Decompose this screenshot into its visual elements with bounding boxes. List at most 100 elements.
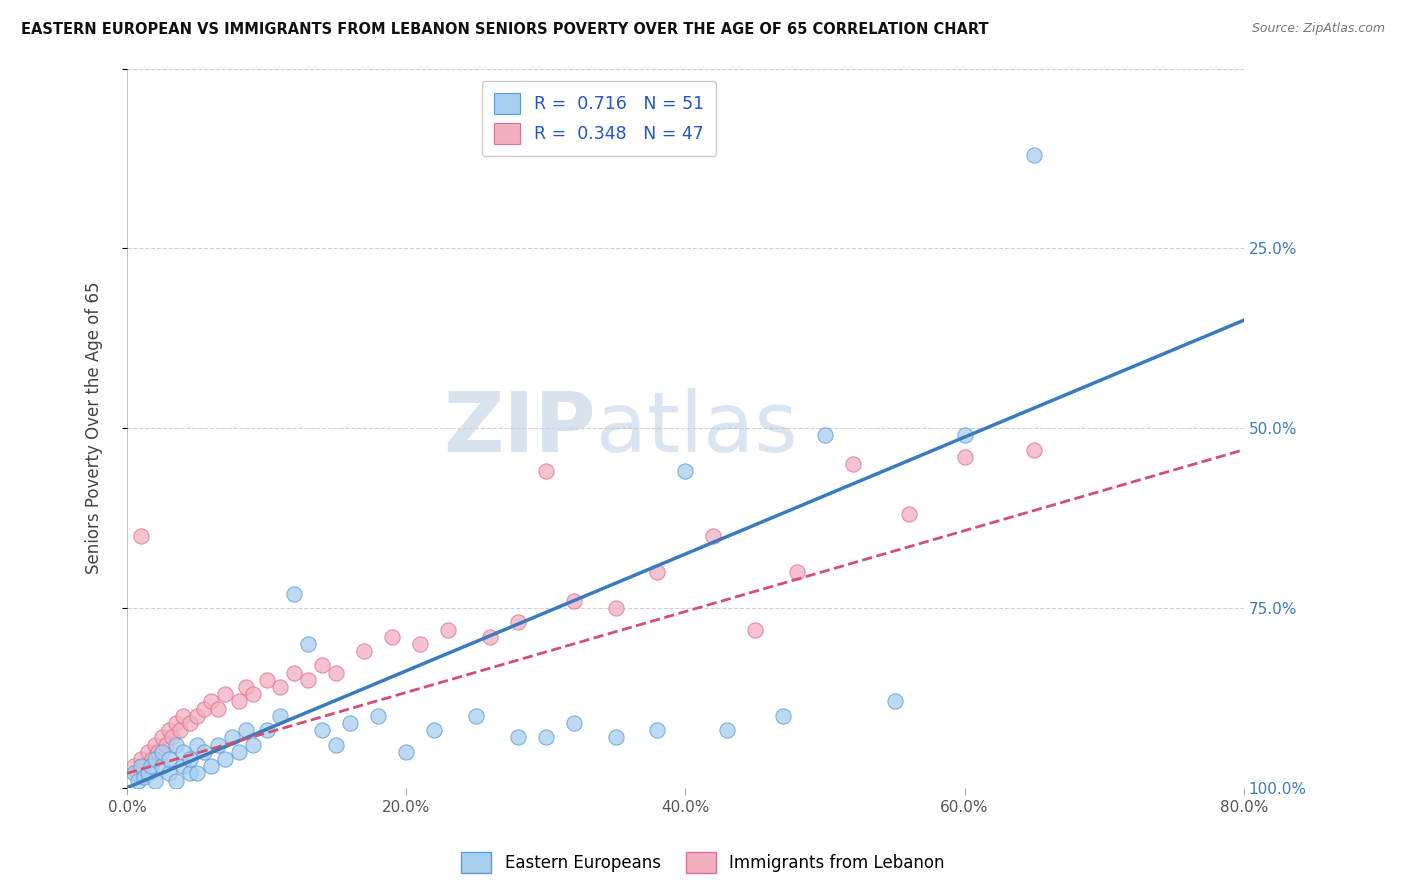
Point xyxy=(409,637,432,651)
Point xyxy=(744,623,766,637)
Point xyxy=(605,601,627,615)
Point xyxy=(172,709,194,723)
Point xyxy=(122,766,145,780)
Point xyxy=(141,752,163,766)
Text: EASTERN EUROPEAN VS IMMIGRANTS FROM LEBANON SENIORS POVERTY OVER THE AGE OF 65 C: EASTERN EUROPEAN VS IMMIGRANTS FROM LEBA… xyxy=(21,22,988,37)
Point xyxy=(562,716,585,731)
Point xyxy=(269,709,291,723)
Point xyxy=(506,731,529,745)
Point xyxy=(325,738,347,752)
Point xyxy=(242,687,264,701)
Point xyxy=(157,752,180,766)
Point xyxy=(169,723,191,738)
Point xyxy=(423,723,446,738)
Point xyxy=(136,766,159,780)
Point xyxy=(127,773,149,788)
Point xyxy=(367,709,389,723)
Point xyxy=(186,738,208,752)
Text: atlas: atlas xyxy=(596,388,797,468)
Point xyxy=(193,701,215,715)
Text: Source: ZipAtlas.com: Source: ZipAtlas.com xyxy=(1251,22,1385,36)
Point xyxy=(883,694,905,708)
Point xyxy=(534,731,557,745)
Point xyxy=(478,630,501,644)
Point xyxy=(155,738,177,752)
Point xyxy=(381,630,404,644)
Legend: Eastern Europeans, Immigrants from Lebanon: Eastern Europeans, Immigrants from Leban… xyxy=(454,846,952,880)
Point xyxy=(953,428,976,442)
Point xyxy=(200,694,222,708)
Point xyxy=(207,701,229,715)
Point xyxy=(150,759,173,773)
Point xyxy=(165,773,187,788)
Legend: R =  0.716   N = 51, R =  0.348   N = 47: R = 0.716 N = 51, R = 0.348 N = 47 xyxy=(482,81,716,156)
Point xyxy=(953,450,976,464)
Point xyxy=(172,759,194,773)
Point xyxy=(534,464,557,478)
Point xyxy=(465,709,488,723)
Point xyxy=(283,586,305,600)
Point xyxy=(165,738,187,752)
Point xyxy=(228,745,250,759)
Point xyxy=(143,738,166,752)
Point xyxy=(235,680,257,694)
Point xyxy=(179,716,201,731)
Point xyxy=(143,752,166,766)
Point xyxy=(139,759,162,773)
Text: ZIP: ZIP xyxy=(443,388,596,468)
Point xyxy=(647,723,669,738)
Point xyxy=(897,508,920,522)
Point xyxy=(242,738,264,752)
Point xyxy=(157,766,180,780)
Point xyxy=(506,615,529,630)
Point xyxy=(214,752,236,766)
Point xyxy=(214,687,236,701)
Point xyxy=(256,673,278,687)
Point xyxy=(132,759,155,773)
Point xyxy=(179,766,201,780)
Point xyxy=(186,709,208,723)
Point xyxy=(150,745,173,759)
Point xyxy=(129,529,152,543)
Point xyxy=(297,673,319,687)
Point xyxy=(605,731,627,745)
Point xyxy=(283,665,305,680)
Point xyxy=(172,745,194,759)
Point xyxy=(311,658,333,673)
Point xyxy=(207,738,229,752)
Point xyxy=(200,759,222,773)
Point xyxy=(842,457,865,471)
Point xyxy=(647,565,669,579)
Point xyxy=(673,464,696,478)
Point xyxy=(129,752,152,766)
Point xyxy=(772,709,794,723)
Point xyxy=(193,745,215,759)
Point xyxy=(1024,148,1046,162)
Point xyxy=(256,723,278,738)
Point xyxy=(1024,442,1046,457)
Point xyxy=(165,716,187,731)
Point xyxy=(786,565,808,579)
Point xyxy=(562,593,585,607)
Point xyxy=(143,773,166,788)
Point xyxy=(150,731,173,745)
Point xyxy=(395,745,418,759)
Point xyxy=(122,759,145,773)
Point xyxy=(437,623,460,637)
Point xyxy=(325,665,347,680)
Point xyxy=(132,770,155,784)
Point xyxy=(311,723,333,738)
Point xyxy=(339,716,361,731)
Point xyxy=(228,694,250,708)
Point xyxy=(157,723,180,738)
Point xyxy=(814,428,837,442)
Point xyxy=(179,752,201,766)
Point xyxy=(186,766,208,780)
Point xyxy=(146,745,169,759)
Point xyxy=(125,766,148,780)
Point xyxy=(129,759,152,773)
Point xyxy=(702,529,724,543)
Point xyxy=(297,637,319,651)
Point xyxy=(160,731,183,745)
Point xyxy=(235,723,257,738)
